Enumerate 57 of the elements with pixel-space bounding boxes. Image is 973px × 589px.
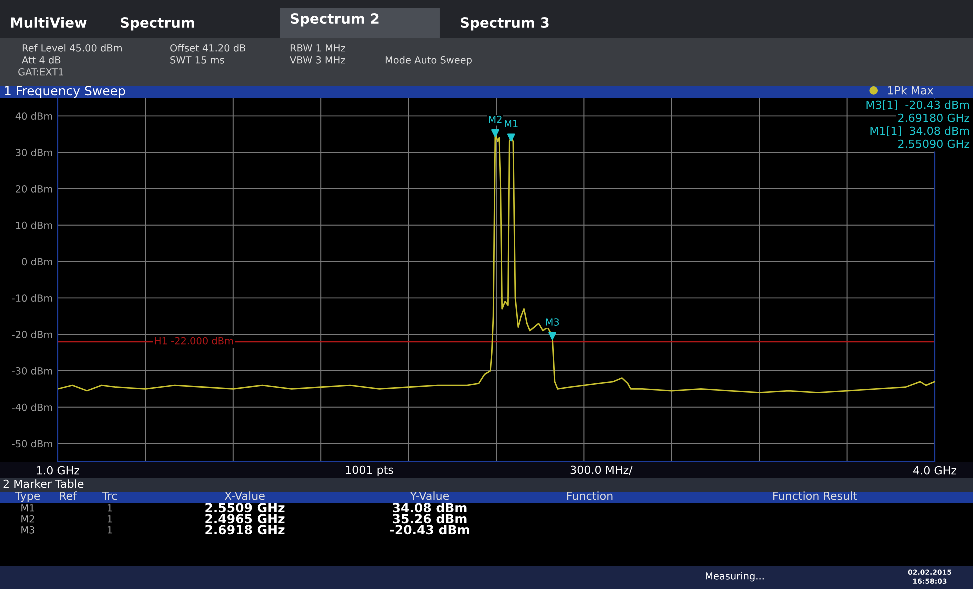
text: Ref: [60, 492, 78, 500]
text: SWT 15 ms: [170, 56, 224, 64]
annotation: 2.69180 GHz: [898, 114, 970, 122]
text: 2.6918 GHz: [206, 525, 285, 535]
text: Function: [567, 492, 613, 500]
text: GAT:EXT1: [18, 68, 64, 76]
chart-title: 1 Frequency Sweep: [5, 86, 126, 98]
text: 2 Marker Table: [4, 480, 84, 488]
text: 1: [108, 516, 112, 523]
text: Y-Value: [410, 492, 450, 500]
annotation: M1: [505, 120, 518, 128]
y-tick-label: -20 dBm: [12, 330, 52, 338]
y-tick-label: 0 dBm: [22, 258, 52, 266]
legend-label: 1Pk Max: [888, 86, 934, 95]
y-tick-label: -50 dBm: [12, 440, 52, 448]
text: -20.43 dBm: [390, 524, 470, 535]
text: Spectrum: [120, 18, 194, 31]
text: M1: [22, 504, 34, 512]
text: X-Value: [224, 492, 265, 500]
y-tick-label: 10 dBm: [16, 222, 52, 230]
text: Ref Level 45.00 dBm: [22, 44, 122, 52]
text: Measuring...: [706, 572, 764, 582]
annotation: M3: [546, 318, 560, 326]
y-tick-label: -10 dBm: [12, 294, 52, 302]
text: Trc: [102, 492, 118, 500]
text: RBW 1 MHz: [290, 44, 346, 52]
ref-line-label: H1 -22.000 dBm: [155, 337, 234, 345]
annotation: 2.55090 GHz: [898, 140, 970, 148]
text: VBW 3 MHz: [290, 56, 346, 64]
y-tick-label: -30 dBm: [12, 367, 52, 375]
text: Function Result: [774, 492, 858, 500]
text: M2: [22, 515, 34, 523]
y-tick-label: 30 dBm: [16, 148, 52, 156]
text: 34.08 dBm: [393, 502, 467, 513]
text: 1001 pts: [346, 466, 394, 476]
text: Offset 41.20 dB: [170, 44, 246, 52]
y-tick-label: 20 dBm: [16, 185, 52, 193]
text: Spectrum 3: [460, 18, 549, 31]
y-tick-label: 40 dBm: [16, 112, 52, 120]
text: Type: [15, 492, 40, 502]
annotation: M2: [489, 116, 502, 124]
text: M3: [22, 526, 35, 534]
text: 1: [108, 526, 112, 534]
text: MultiView: [11, 17, 87, 28]
text: 35.26 dBm: [393, 514, 467, 524]
y-tick-label: -40 dBm: [12, 404, 52, 412]
annotation: M3[1] -20.43 dBm: [866, 100, 970, 111]
annotation: M1[1] 34.08 dBm: [870, 126, 970, 137]
x-tick-label: 1.0 GHz: [37, 466, 80, 475]
text: 300.0 MHz/: [570, 466, 633, 476]
text: Att 4 dB: [22, 56, 61, 64]
text: Spectrum 2: [290, 14, 379, 27]
x-tick-label: 4.0 GHz: [914, 466, 957, 475]
text: 2.5509 GHz: [206, 503, 285, 513]
text: 1: [108, 504, 112, 512]
text: 2.4965 GHz: [206, 514, 285, 524]
text: Mode Auto Sweep: [386, 56, 472, 66]
